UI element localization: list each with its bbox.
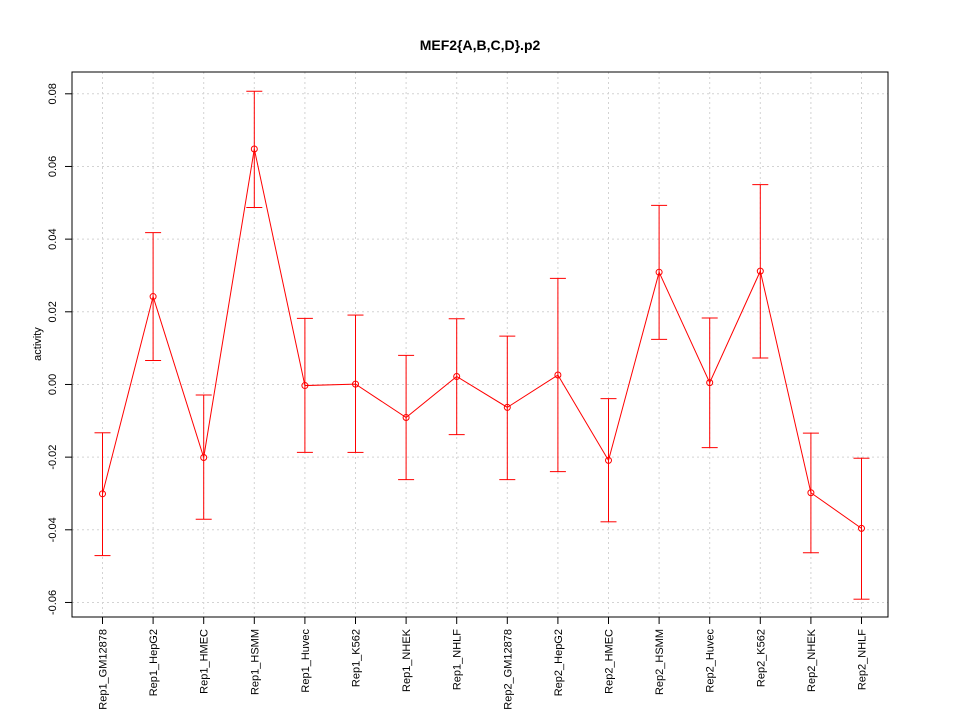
y-tick-label: -0.06 bbox=[47, 590, 59, 615]
x-tick-label: Rep1_GM12878 bbox=[98, 629, 110, 710]
y-tick-label: 0.08 bbox=[47, 83, 59, 104]
data-point bbox=[99, 490, 106, 498]
y-axis: -0.06 -0.04 -0.02 0.00 0.02 0.04 0.06 0.08 bbox=[47, 83, 72, 615]
data-point bbox=[756, 267, 764, 275]
data-point bbox=[149, 293, 157, 301]
y-axis-label: activity bbox=[32, 327, 44, 361]
data-point bbox=[200, 453, 208, 461]
plot-frame bbox=[71, 71, 889, 618]
series-line bbox=[102, 148, 862, 529]
y-tick-label: 0.00 bbox=[47, 374, 59, 395]
y-tick-label: 0.02 bbox=[47, 301, 59, 322]
x-tick-label: Rep2_HMEC bbox=[604, 629, 616, 694]
data-point bbox=[503, 403, 511, 411]
data-point bbox=[605, 456, 612, 464]
x-tick-label: Rep2_HSMM bbox=[654, 629, 666, 695]
x-tick-label: Rep2_Huvec bbox=[705, 629, 717, 693]
x-tick-label: Rep1_Huvec bbox=[300, 629, 312, 693]
data-point bbox=[858, 524, 865, 532]
x-tick-label: Rep1_NHLF bbox=[452, 629, 464, 690]
y-tick-label: 0.04 bbox=[47, 228, 59, 249]
x-tick-label: Rep1_HSMM bbox=[249, 629, 261, 695]
x-tick-label: Rep2_NHLF bbox=[857, 629, 869, 690]
data-point bbox=[807, 489, 815, 497]
chart-title: MEF2{A,B,C,D}.p2 bbox=[420, 37, 541, 53]
x-tick-label: Rep1_HMEC bbox=[199, 629, 211, 694]
x-tick-label: Rep2_HepG2 bbox=[553, 629, 565, 696]
data-point bbox=[301, 382, 309, 390]
x-tick-label: Rep1_K562 bbox=[351, 629, 363, 687]
data-point bbox=[352, 380, 359, 388]
y-tick-label: -0.04 bbox=[47, 517, 59, 542]
y-tick-label: 0.06 bbox=[47, 156, 59, 177]
series-layer bbox=[94, 90, 870, 600]
x-tick-label: Rep2_K562 bbox=[755, 629, 767, 687]
y-tick-label: -0.02 bbox=[47, 445, 59, 470]
data-point bbox=[402, 414, 410, 422]
x-tick-label: Rep2_NHEK bbox=[806, 628, 818, 692]
x-tick-label: Rep1_HepG2 bbox=[148, 629, 160, 696]
grid-layer bbox=[72, 72, 888, 617]
x-tick-label: Rep1_NHEK bbox=[401, 628, 413, 692]
data-point bbox=[554, 371, 562, 379]
x-axis: Rep1_GM12878 Rep1_HepG2 Rep1_HMEC Rep1_HSMM… bbox=[98, 617, 869, 710]
data-point bbox=[250, 145, 258, 153]
data-point bbox=[706, 379, 714, 387]
data-point bbox=[655, 268, 663, 276]
data-point bbox=[453, 372, 461, 380]
x-tick-label: Rep2_GM12878 bbox=[502, 629, 514, 710]
